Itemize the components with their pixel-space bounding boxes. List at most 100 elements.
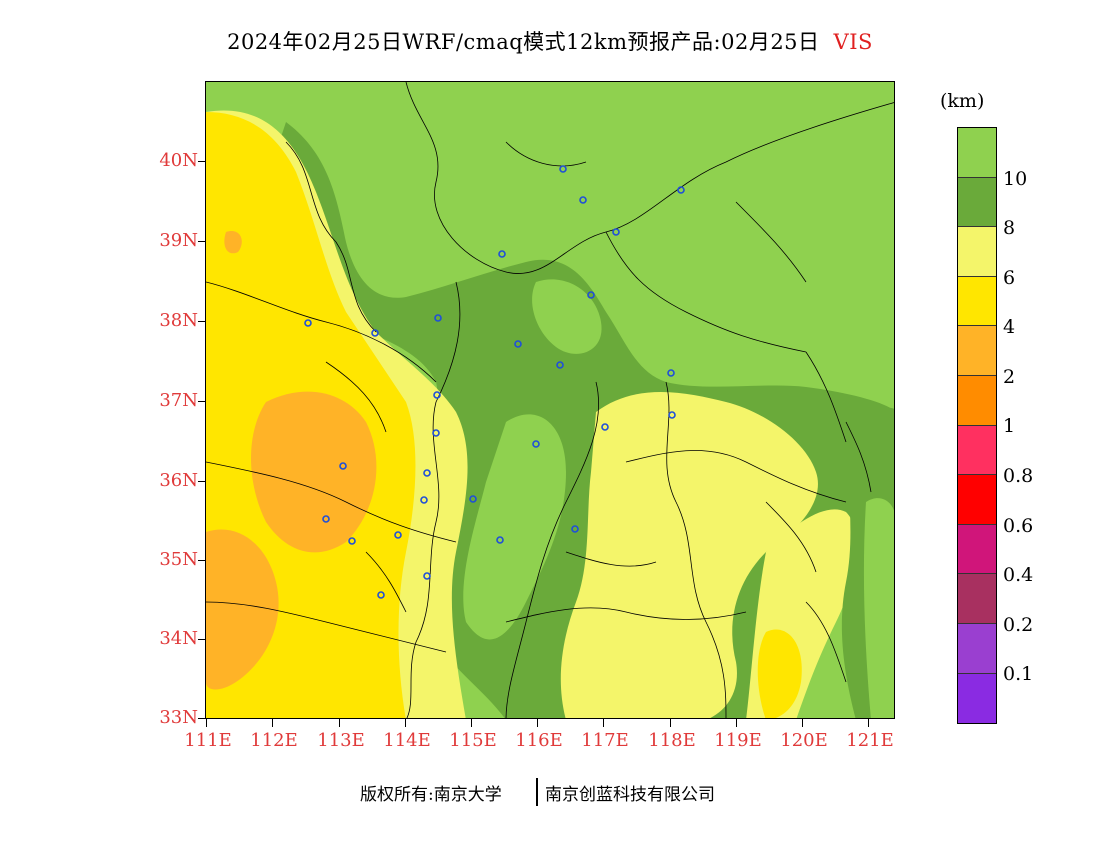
x-tick-label: 112E <box>250 730 298 751</box>
colorbar-segment <box>958 574 996 624</box>
y-tick-label: 35N <box>159 549 198 570</box>
region-sea <box>863 498 894 718</box>
colorbar-segment <box>958 375 996 426</box>
map-title: 2024年02月25日WRF/cmaq模式12km预报产品:02月25日 VIS <box>0 26 1100 56</box>
x-tick <box>802 719 803 727</box>
city-marker <box>348 537 356 545</box>
x-tick-label: 114E <box>383 730 431 751</box>
colorbar-label: 6 <box>1003 267 1016 289</box>
x-tick-label: 116E <box>515 730 563 751</box>
city-marker <box>420 496 428 504</box>
city-marker <box>339 462 347 470</box>
colorbar-segment <box>958 177 996 228</box>
city-marker <box>668 411 676 419</box>
city-marker <box>579 196 587 204</box>
y-tick <box>198 639 206 640</box>
colorbar-label: 0.1 <box>1003 663 1034 685</box>
city-marker <box>377 591 385 599</box>
x-tick <box>537 719 538 727</box>
colorbar <box>957 127 997 725</box>
city-marker <box>498 250 506 258</box>
y-tick-label: 39N <box>159 230 198 251</box>
city-marker <box>394 531 402 539</box>
city-marker <box>601 423 609 431</box>
region-vis-10plus-pocket <box>532 279 602 354</box>
x-tick <box>670 719 671 727</box>
colorbar-label: 0.6 <box>1003 515 1034 537</box>
city-marker <box>304 319 312 327</box>
city-marker <box>532 440 540 448</box>
colorbar-segment <box>958 673 996 724</box>
x-tick <box>339 719 340 727</box>
city-marker <box>677 186 685 194</box>
admin-boundaries <box>206 82 894 718</box>
colorbar-segment <box>958 475 996 525</box>
region-vis-2-4-spot <box>224 231 242 254</box>
colorbar-label: 8 <box>1003 217 1016 239</box>
colorbar-label: 1 <box>1003 415 1016 437</box>
x-tick-label: 117E <box>581 730 629 751</box>
colorbar-label: 0.8 <box>1003 465 1034 487</box>
city-marker <box>423 572 431 580</box>
colorbar-unit: (km) <box>940 90 985 112</box>
x-tick <box>471 719 472 727</box>
city-marker <box>433 391 441 399</box>
y-tick <box>198 560 206 561</box>
region-vis-4-6-east <box>757 629 802 718</box>
x-tick-label: 115E <box>449 730 497 751</box>
region-vis-2-4-central <box>251 391 377 553</box>
x-tick-label: 113E <box>317 730 365 751</box>
colorbar-label: 2 <box>1003 366 1016 388</box>
colorbar-segment <box>958 276 996 327</box>
city-marker <box>571 525 579 533</box>
footer-copyright: 版权所有:南京大学 <box>360 785 502 805</box>
y-tick-label: 40N <box>159 150 198 171</box>
colorbar-label: 0.2 <box>1003 614 1034 636</box>
y-tick <box>198 161 206 162</box>
x-tick <box>736 719 737 727</box>
x-tick <box>206 719 207 727</box>
y-tick-label: 36N <box>159 470 198 491</box>
city-marker <box>496 536 504 544</box>
y-tick <box>198 481 206 482</box>
x-tick-label: 118E <box>648 730 696 751</box>
y-tick <box>198 241 206 242</box>
colorbar-segment <box>958 227 996 277</box>
y-tick-label: 38N <box>159 310 198 331</box>
y-tick-label: 37N <box>159 390 198 411</box>
x-tick-label: 119E <box>714 730 762 751</box>
title-main: 2024年02月25日WRF/cmaq模式12km预报产品:02月25日 <box>227 30 820 54</box>
colorbar-segment <box>958 128 996 178</box>
city-marker <box>469 495 477 503</box>
region-vis-2-4-southwest <box>206 529 279 690</box>
footer-company: 南京创蓝科技有限公司 <box>545 785 715 805</box>
y-tick-label: 33N <box>159 707 198 728</box>
city-marker <box>423 469 431 477</box>
city-marker <box>514 340 522 348</box>
x-tick-label: 121E <box>846 730 894 751</box>
footer-separator <box>536 778 538 806</box>
colorbar-segment <box>958 623 996 674</box>
x-tick-label: 120E <box>780 730 828 751</box>
colorbar-segment <box>958 326 996 376</box>
y-tick <box>198 401 206 402</box>
city-marker <box>432 429 440 437</box>
y-tick <box>198 321 206 322</box>
x-tick <box>272 719 273 727</box>
colorbar-label: 10 <box>1003 168 1028 190</box>
colorbar-label: 4 <box>1003 316 1016 338</box>
region-vis-6-8-east <box>560 392 818 718</box>
city-marker <box>434 314 442 322</box>
city-marker <box>556 361 564 369</box>
x-tick <box>405 719 406 727</box>
colorbar-segment <box>958 425 996 476</box>
city-marker <box>587 291 595 299</box>
city-marker <box>667 369 675 377</box>
x-tick <box>603 719 604 727</box>
region-vis-10plus-pocket-2 <box>463 414 566 640</box>
colorbar-label: 0.4 <box>1003 564 1034 586</box>
city-marker <box>612 228 620 236</box>
city-marker <box>371 329 379 337</box>
x-tick <box>868 719 869 727</box>
city-marker <box>559 165 567 173</box>
